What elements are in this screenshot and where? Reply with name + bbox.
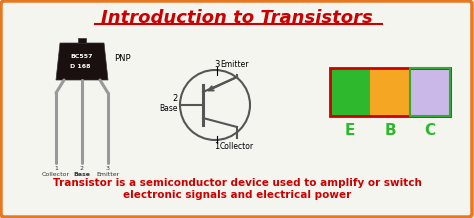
Text: BC557: BC557: [71, 53, 93, 58]
Text: Emitter: Emitter: [96, 172, 119, 177]
Text: C: C: [424, 123, 436, 138]
Text: Base: Base: [73, 172, 91, 177]
Text: electronic signals and electrical power: electronic signals and electrical power: [123, 190, 351, 200]
Text: Collector: Collector: [42, 172, 70, 177]
Text: Transistor is a semiconductor device used to amplify or switch: Transistor is a semiconductor device use…: [53, 178, 421, 188]
Polygon shape: [78, 38, 86, 43]
Text: 2: 2: [173, 94, 178, 102]
Text: B: B: [384, 123, 396, 138]
Text: 1: 1: [214, 141, 219, 150]
Text: 2: 2: [80, 166, 84, 171]
Text: 3: 3: [214, 60, 219, 68]
Text: 3: 3: [106, 166, 110, 171]
Polygon shape: [56, 43, 108, 80]
Text: PNP: PNP: [114, 53, 131, 63]
Bar: [330, 68, 370, 116]
Bar: [410, 68, 450, 116]
Bar: [370, 68, 410, 116]
Bar: [410, 68, 450, 116]
Text: D 168: D 168: [70, 63, 90, 68]
Text: 1: 1: [54, 166, 58, 171]
Text: Emitter: Emitter: [220, 60, 248, 68]
Text: Base: Base: [159, 104, 178, 112]
Text: Introduction to Transistors: Introduction to Transistors: [101, 9, 373, 27]
Text: Collector: Collector: [220, 141, 254, 150]
Bar: [330, 68, 450, 116]
Text: E: E: [345, 123, 355, 138]
